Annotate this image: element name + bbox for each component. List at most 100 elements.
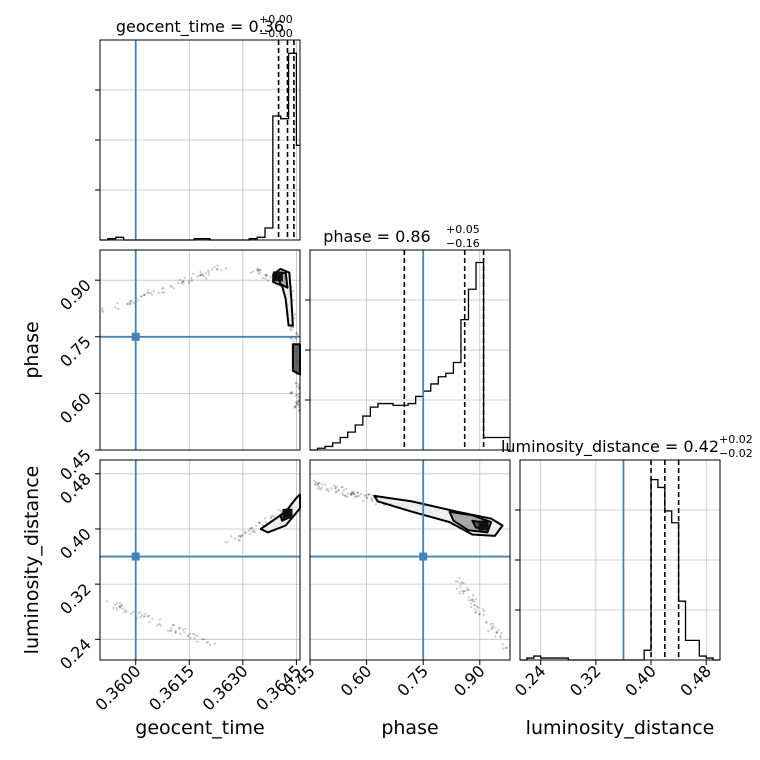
scatter-point <box>130 299 133 302</box>
scatter-point <box>316 482 319 485</box>
scatter-point <box>341 485 344 489</box>
scatter-point <box>105 600 108 603</box>
scatter-point <box>374 503 377 506</box>
scatter-point <box>477 606 480 609</box>
scatter-point <box>181 280 184 283</box>
scatter-point <box>172 624 175 627</box>
contour-level <box>291 343 301 376</box>
scatter-point <box>252 529 255 532</box>
scatter-point <box>350 491 354 494</box>
scatter-point <box>472 594 475 597</box>
scatter-point <box>170 285 173 288</box>
scatter-point <box>317 482 320 485</box>
scatter-point <box>188 279 191 282</box>
scatter-point <box>313 482 317 486</box>
truth-lines <box>100 40 625 660</box>
scatter-point <box>350 492 353 496</box>
scatter-point <box>253 531 256 534</box>
scatter-point <box>352 493 356 496</box>
scatter-point <box>159 624 162 627</box>
scatter-point <box>294 381 297 385</box>
scatter-point <box>355 495 358 498</box>
scatter-point <box>494 635 497 638</box>
scatter-point <box>149 291 152 294</box>
scatter-point <box>124 609 127 612</box>
scatter-point <box>473 604 476 607</box>
scatter-point <box>346 495 349 498</box>
scatter-point <box>204 272 208 275</box>
scatter-point <box>205 277 208 280</box>
scatter-point <box>294 313 297 316</box>
scatter-point <box>193 633 197 636</box>
contour-level <box>259 493 301 534</box>
scatter-point <box>257 521 260 524</box>
scatter-point <box>297 395 300 398</box>
scatter-point <box>216 268 219 271</box>
histogram-geocent_time <box>100 52 300 241</box>
xtick-label-phase: 0.75 <box>393 661 432 700</box>
scatter-point <box>290 391 293 394</box>
scatter-point <box>226 541 229 544</box>
xtick-label-luminosity_distance: 0.32 <box>566 661 605 700</box>
scatter-point <box>144 612 147 616</box>
scatter-point <box>294 404 297 407</box>
scatter-point <box>216 264 219 267</box>
scatter-point <box>473 604 476 607</box>
scatter-point <box>116 302 119 305</box>
scatter-point <box>475 605 479 608</box>
scatter-point <box>271 515 274 518</box>
scatter-point <box>205 641 208 644</box>
scatter-point <box>115 602 118 605</box>
scatter-point <box>259 521 262 524</box>
scatter-point <box>158 618 161 621</box>
scatter-point <box>454 580 457 583</box>
scatter-point <box>297 399 300 402</box>
scatter-point <box>340 486 343 489</box>
scatter-point <box>163 291 166 294</box>
scatter-point <box>142 294 146 297</box>
scatter-point <box>296 403 300 406</box>
scatter-point <box>141 613 144 616</box>
scatter-point <box>265 274 268 278</box>
scatter-point <box>187 281 190 284</box>
scatter-point <box>191 279 194 282</box>
quantile-lines <box>277 40 680 660</box>
scatter-point <box>220 269 223 272</box>
scatter-point <box>257 272 260 275</box>
scatter-point <box>367 493 370 496</box>
xtick-label-geocent_time: 0.3630 <box>199 661 252 714</box>
ytick-label-luminosity_distance: 0.40 <box>56 524 95 563</box>
scatter-point <box>474 611 477 614</box>
scatter-point <box>291 326 295 329</box>
density-contours <box>259 267 504 537</box>
scatter-point <box>368 493 371 496</box>
scatter-point <box>290 326 293 329</box>
scatter-point <box>258 269 261 272</box>
scatter-point <box>487 630 490 633</box>
scatter-point <box>240 534 243 537</box>
ytick-label-phase: 0.90 <box>56 276 95 315</box>
scatter-point <box>319 488 322 491</box>
marginal-histograms <box>100 52 720 661</box>
scatter-point <box>161 291 164 294</box>
scatter-point <box>200 274 203 277</box>
scatter-point <box>295 382 298 385</box>
contour-level <box>272 267 294 327</box>
scatter-point <box>178 627 181 630</box>
scatter-point <box>290 392 293 395</box>
scatter-point <box>365 496 368 499</box>
scatter-point <box>230 535 233 538</box>
scatter-point <box>290 337 293 340</box>
scatter-point <box>352 492 355 495</box>
scatter-point <box>289 328 292 331</box>
scatter-point <box>483 609 486 613</box>
scatter-point <box>186 634 189 638</box>
scatter-point <box>239 536 242 539</box>
xtick-label-phase: 0.90 <box>450 661 489 700</box>
scatter-point <box>313 479 316 482</box>
ytick-label-luminosity_distance: 0.32 <box>56 580 95 619</box>
scatter-point <box>269 515 273 518</box>
scatter-point <box>474 608 477 611</box>
xtick-label-phase: 0.60 <box>337 661 376 700</box>
